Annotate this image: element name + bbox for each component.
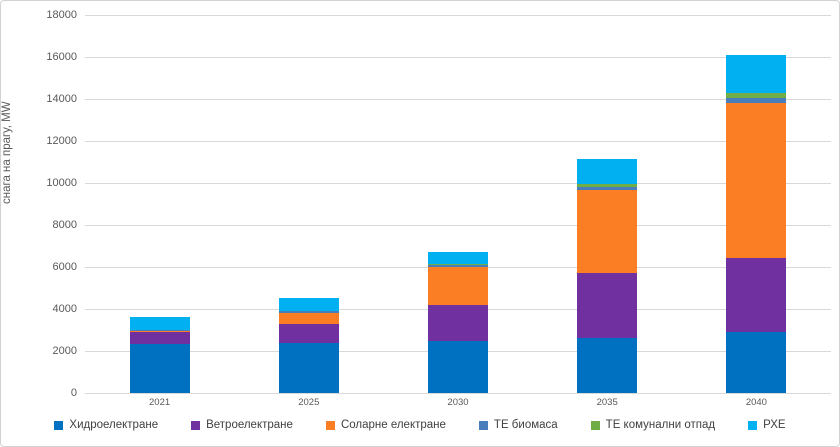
y-tick-label: 4000 — [52, 302, 77, 315]
y-tick-label: 12000 — [46, 134, 77, 147]
y-tick-label: 10000 — [46, 176, 77, 189]
gridline — [85, 140, 831, 142]
bar-segment — [278, 323, 339, 343]
legend-item: ТЕ комунални отпад — [590, 419, 716, 431]
bar-segment — [278, 342, 339, 393]
gridline — [85, 182, 831, 184]
bar-segment — [577, 183, 638, 187]
bar-segment — [577, 273, 638, 339]
bar-segment — [726, 332, 787, 393]
bar-segment — [726, 103, 787, 258]
plot-area — [85, 14, 831, 394]
bar-segment — [428, 340, 488, 393]
y-tick-label: 6000 — [52, 260, 77, 273]
bar-segment — [726, 98, 787, 104]
x-tick-label: 2030 — [447, 397, 469, 408]
bar-segment — [129, 332, 190, 344]
legend-item: Ветроелектране — [191, 419, 293, 431]
bar-segment — [129, 343, 190, 393]
bar-2035 — [577, 159, 638, 393]
legend-label: Ветроелектране — [206, 419, 293, 431]
gridline — [85, 56, 831, 58]
bar-segment — [577, 190, 638, 274]
legend-label: Хидроелектране — [69, 419, 159, 431]
bar-segment — [577, 186, 638, 191]
legend-item: ТЕ биомаса — [478, 419, 558, 431]
y-tick-label: 16000 — [46, 50, 77, 63]
y-tick-label: 18000 — [46, 8, 77, 21]
bar-segment — [428, 264, 488, 268]
legend-swatch-icon — [748, 420, 758, 430]
y-tick-label: 0 — [70, 386, 77, 399]
legend-swatch-icon — [478, 420, 488, 430]
bar-segment — [726, 54, 787, 94]
bar-2030 — [428, 252, 488, 393]
bar-segment — [278, 312, 339, 324]
chart-legend: Хидроелектране Ветроелектране Соларне елек… — [1, 419, 839, 431]
x-tick-label: 2025 — [298, 397, 320, 408]
x-tick-label: 2040 — [745, 397, 767, 408]
bar-2040 — [726, 54, 787, 393]
bar-segment — [428, 304, 488, 341]
legend-label: ТЕ биомаса — [493, 419, 558, 431]
legend-item: Соларне електране — [325, 419, 446, 431]
gridline — [85, 392, 831, 394]
bar-segment — [428, 267, 488, 305]
gridline — [85, 224, 831, 226]
bar-segment — [726, 93, 787, 99]
legend-swatch-icon — [54, 420, 64, 430]
bar-segment — [428, 252, 488, 264]
legend-item: Хидроелектране — [54, 419, 158, 431]
bar-segment — [129, 316, 190, 331]
bar-segment — [129, 331, 190, 333]
gridline — [85, 14, 831, 16]
y-tick-label: 14000 — [46, 92, 77, 105]
bar-2025 — [278, 297, 339, 393]
bar-segment — [428, 263, 488, 265]
legend-item: РХЕ — [748, 419, 786, 431]
x-tick-label: 2035 — [596, 397, 618, 408]
bar-segment — [577, 338, 638, 393]
bar-segment — [278, 297, 339, 311]
x-tick-label: 2021 — [149, 397, 171, 408]
bar-2021 — [129, 316, 190, 393]
bar-segment — [577, 159, 638, 184]
legend-label: РХЕ — [763, 419, 786, 431]
bar-segment — [726, 257, 787, 333]
gridline — [85, 98, 831, 100]
legend-label: Соларне електране — [340, 419, 446, 431]
bar-segment — [278, 311, 339, 313]
legend-swatch-icon — [590, 420, 600, 430]
legend-label: ТЕ комунални отпад — [605, 419, 716, 431]
legend-swatch-icon — [325, 420, 335, 430]
legend-swatch-icon — [191, 420, 201, 430]
y-tick-label: 8000 — [52, 218, 77, 231]
bar-segment — [129, 330, 190, 332]
y-axis-title: снага на прагу, MW — [1, 101, 13, 204]
y-tick-label: 2000 — [52, 344, 77, 357]
